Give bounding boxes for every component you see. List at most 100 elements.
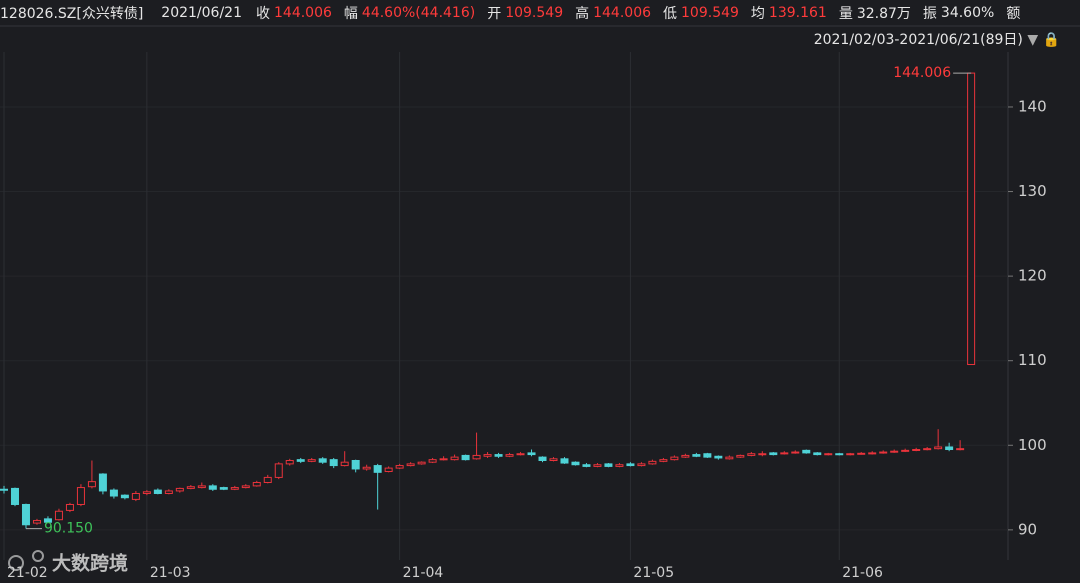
candle-body — [329, 459, 338, 467]
candle-body — [747, 453, 756, 456]
candle-body — [703, 453, 712, 458]
candle-body — [582, 464, 591, 467]
candle-body — [395, 465, 404, 469]
candle-body — [362, 466, 371, 470]
candle-body — [43, 518, 52, 523]
candle-body — [65, 503, 74, 511]
field-label: 额 — [1006, 6, 1021, 22]
candle-body — [736, 454, 745, 458]
y-tick-label: 130 — [1018, 182, 1047, 200]
candle — [758, 451, 767, 457]
candle — [945, 442, 954, 452]
header-bar: 128026.SZ[众兴转债] 2021/06/21 收 144.006 幅 44.60%… — [0, 0, 1080, 26]
candle — [186, 485, 195, 490]
candle — [87, 460, 96, 489]
y-tick-label: 140 — [1018, 97, 1047, 115]
candle-body — [934, 446, 943, 450]
candle-body — [835, 453, 844, 456]
candle-body — [956, 448, 965, 451]
field-value: 109.549 — [681, 5, 739, 21]
candle-body — [571, 461, 580, 466]
candle — [890, 449, 899, 453]
candle-body — [252, 481, 261, 487]
range-selector[interactable]: 2021/02/03-2021/06/21(89日) ▼ 🔒 — [814, 29, 1060, 49]
candle-body — [901, 449, 910, 452]
field-label: 量 — [838, 6, 853, 22]
candle — [857, 452, 866, 455]
candle — [241, 484, 250, 489]
date: 2021/06/21 — [161, 5, 242, 21]
candle-body — [516, 453, 525, 456]
y-tick-label: 100 — [1018, 436, 1047, 454]
candle — [769, 452, 778, 456]
candle — [362, 464, 371, 471]
field-value: 32.87万 — [856, 6, 911, 22]
field-label: 低 — [663, 6, 678, 22]
candle-body — [461, 454, 470, 461]
candle-body — [857, 452, 866, 455]
candle — [439, 456, 448, 461]
candle — [197, 482, 206, 489]
candle-body — [21, 503, 30, 526]
candle-body — [219, 487, 228, 490]
candle-body — [626, 463, 635, 467]
candle-body — [439, 458, 448, 461]
candle-body — [340, 461, 349, 467]
candle-body — [120, 494, 129, 499]
y-tick-label: 90 — [1018, 520, 1037, 538]
field-label: 收 — [256, 6, 270, 22]
candle-body — [725, 456, 734, 460]
candle — [615, 463, 624, 468]
candle-body — [670, 456, 679, 461]
candle — [571, 461, 580, 466]
candle — [461, 454, 470, 461]
candle-body — [604, 463, 613, 467]
y-tick-label: 120 — [1018, 267, 1047, 285]
candle-body — [769, 452, 778, 456]
field-value: 34.60% — [940, 5, 995, 21]
candle-body — [417, 461, 426, 465]
candle — [923, 446, 932, 451]
candle — [791, 450, 800, 454]
candle — [527, 449, 536, 457]
dropdown-icon[interactable]: ▼ — [1027, 32, 1039, 48]
candle — [835, 452, 844, 456]
x-tick-label: 21-05 — [633, 565, 674, 581]
candle — [384, 466, 393, 473]
watermark-logo — [8, 550, 44, 571]
candle — [604, 463, 613, 468]
candle — [967, 72, 976, 366]
candle-body — [824, 453, 833, 456]
candle — [10, 487, 19, 507]
annotation-label: 90.150 — [44, 521, 93, 537]
lock-icon[interactable]: 🔒 — [1042, 32, 1060, 48]
candle — [307, 457, 316, 463]
candle — [681, 453, 690, 458]
candle-body — [527, 452, 536, 456]
candle — [703, 452, 712, 458]
candle — [626, 462, 635, 467]
candle — [714, 455, 723, 460]
field-value: 44.60%(44.416) — [361, 5, 476, 21]
candle-body — [692, 454, 701, 457]
candle-body — [186, 486, 195, 489]
candle — [340, 451, 349, 467]
candle-body — [197, 485, 206, 489]
candle-body — [285, 459, 294, 465]
candle-body — [296, 459, 305, 462]
candle — [560, 457, 569, 464]
candle — [879, 450, 888, 454]
candle-body — [87, 481, 96, 488]
candle-body — [868, 452, 877, 455]
candle — [0, 485, 8, 494]
candle — [736, 454, 745, 458]
candle — [934, 429, 943, 450]
candle — [252, 480, 261, 487]
candle-body — [879, 451, 888, 454]
candle — [582, 463, 591, 468]
candle — [219, 486, 228, 491]
candle — [142, 490, 151, 496]
candle — [692, 452, 701, 458]
